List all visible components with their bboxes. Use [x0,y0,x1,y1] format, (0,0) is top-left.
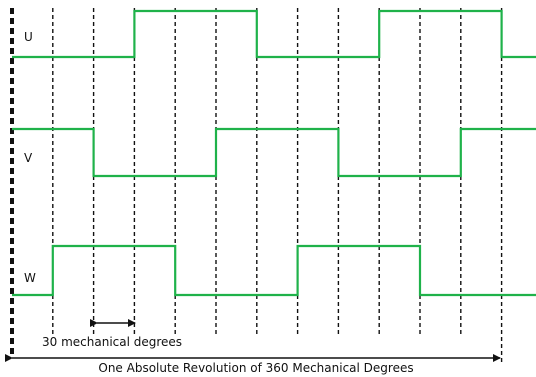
revolution-span-label: One Absolute Revolution of 360 Mechanica… [98,361,413,375]
signal-waveform-v [12,127,536,178]
signal-label-v: V [24,151,33,165]
signal-waveform-u [12,9,536,59]
segment-span-label: 30 mechanical degrees [42,335,182,349]
signal-label-u: U [24,30,33,44]
signal-waveforms [12,9,536,297]
grid-lines [52,8,503,364]
signal-waveform-w [12,244,536,297]
signal-label-w: W [24,271,36,285]
